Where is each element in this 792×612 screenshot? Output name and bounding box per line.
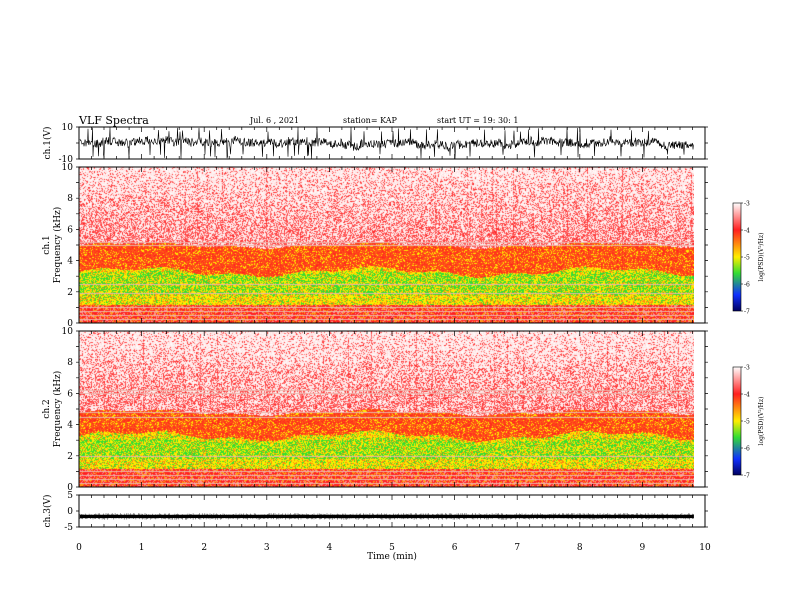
x-tick-label: 5 [389, 543, 395, 553]
axes [76, 126, 743, 528]
ch1-spectrogram-y-tick-label: 6 [67, 225, 73, 235]
ch1-waveform-ylabel: ch.1(V) [42, 127, 53, 160]
x-tick-label: 2 [201, 543, 207, 553]
ch2-colorbar-tick-label: -6 [744, 446, 750, 453]
station-label: station= KAP [343, 116, 397, 125]
ch2-colorbar-bar [732, 366, 742, 476]
ch1-spectrogram-y-tick-label: 4 [67, 257, 73, 267]
ch2-spectrogram-y-tick-label: 2 [67, 452, 73, 462]
figure-title: VLF Spectra [79, 114, 149, 127]
ch1-spectrogram-y-tick-label: 10 [62, 163, 74, 173]
ch3-waveform-line [79, 513, 694, 520]
ch2-spectrogram-ylabel: ch.2 [42, 399, 52, 418]
ch1-spectrogram-y-tick-label: 0 [67, 319, 73, 329]
ch2-colorbar-tick-label: -7 [744, 473, 750, 480]
ch3-waveform-y-tick-label: 5 [67, 491, 73, 501]
ch1-spectrogram-frame-x-ticks [78, 167, 706, 323]
ch2-spectrogram-frame-x-ticks [78, 331, 706, 487]
ch2-spectrogram-image [79, 331, 694, 487]
ch1-spectrogram-ylabel: ch.1 [42, 235, 52, 254]
ch1-colorbar-tick-label: -3 [744, 201, 750, 208]
x-tick-label: 8 [577, 543, 583, 553]
x-tick-label: 1 [139, 543, 145, 553]
ch3-waveform-y-tick-label: -5 [64, 523, 73, 533]
ch2-spectrogram-y-tick-label: 10 [62, 327, 74, 337]
ch1-colorbar-tick-label: -5 [744, 255, 750, 262]
ch1-colorbar-label: log(PSD)(V²/Hz) [758, 233, 765, 282]
ch2-spectrogram-y-tick-label: 8 [67, 358, 73, 368]
date-label: Jul. 6 , 2021 [250, 116, 300, 125]
ch2-spectrogram-y-ticks [76, 330, 708, 488]
ch2-colorbar-label: log(PSD)(V²/Hz) [758, 397, 765, 446]
x-tick-label: 9 [640, 543, 646, 553]
x-tick-label: 6 [452, 543, 458, 553]
ch2-colorbar-tick-label: -5 [744, 419, 750, 426]
ch1-colorbar-tick-label: -7 [744, 309, 750, 316]
ch2-colorbar-tick-label: -4 [744, 392, 750, 399]
x-tick-label: 4 [327, 543, 333, 553]
waveform-traces [79, 126, 694, 520]
x-tick-label: 0 [76, 543, 82, 553]
x-tick-label: 3 [264, 543, 270, 553]
ch1-colorbar-bar [732, 202, 742, 312]
start-ut-label: start UT = 19: 30: 1 [437, 116, 519, 125]
ch1-colorbar-tick-label: -6 [744, 282, 750, 289]
x-tick-label: 7 [514, 543, 520, 553]
spectrogram-images [79, 167, 694, 487]
ch3-waveform-ylabel: ch.3(V) [42, 495, 53, 528]
ch1-spectrogram-y-tick-label: 2 [67, 288, 73, 298]
ch1-spectrogram-y-tick-label: 8 [67, 194, 73, 204]
ch2-spectrogram-y-tick-label: 4 [67, 421, 73, 431]
ch2-spectrogram-ylabel: Frequency (kHz) [52, 371, 63, 448]
ch1-colorbar-tick-label: -4 [744, 228, 750, 235]
ch3-waveform-y-tick-label: 0 [67, 507, 73, 517]
ch1-spectrogram-image [79, 167, 694, 323]
ch2-spectrogram-y-tick-label: 0 [67, 483, 73, 493]
ch1-waveform-y-tick-label: -10 [59, 155, 74, 165]
ch1-waveform-frame-x-ticks [78, 127, 706, 159]
ch3-waveform-frame-x-ticks [78, 495, 706, 527]
ch1-waveform-y-tick-label: 10 [62, 123, 74, 133]
ch2-colorbar-tick-label: -3 [744, 365, 750, 372]
ch3-waveform-y-ticks [76, 494, 708, 528]
x-axis-label: Time (min) [367, 551, 417, 562]
ch1-spectrogram-ylabel: Frequency (kHz) [52, 207, 63, 284]
x-tick-label: 10 [699, 543, 711, 553]
ch1-waveform-y-ticks [76, 126, 708, 160]
ch1-waveform-line [79, 126, 694, 159]
ch1-spectrogram-y-ticks [76, 166, 708, 324]
ch2-spectrogram-y-tick-label: 6 [67, 389, 73, 399]
